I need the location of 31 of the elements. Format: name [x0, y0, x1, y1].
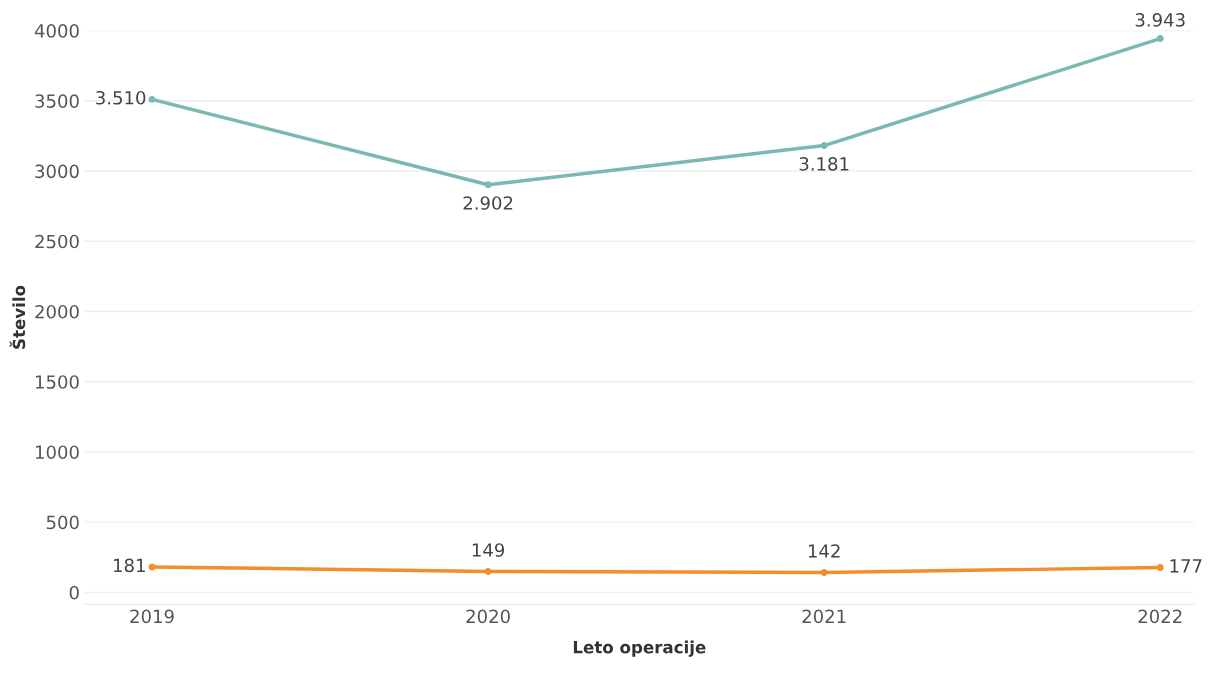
x-tick-label: 2019 — [130, 609, 174, 624]
data-label: 3.510 — [96, 90, 146, 105]
y-tick-label: 4000 — [34, 24, 79, 38]
data-label: 2.902 — [463, 196, 513, 210]
point — [484, 567, 492, 575]
y-tick-label: 500 — [46, 515, 79, 530]
x-tick-label: 2022 — [1138, 609, 1182, 624]
y-tick-label: 3500 — [35, 94, 79, 108]
x-tick-label: 2021 — [802, 609, 846, 624]
point — [484, 181, 492, 189]
data-label: 142 — [808, 544, 840, 558]
data-label: 149 — [472, 543, 505, 557]
y-tick-label: 3000 — [35, 164, 79, 179]
y-tick-label: 1500 — [36, 375, 79, 389]
y-tick-label: 2500 — [35, 234, 79, 249]
point — [1156, 35, 1164, 43]
x-tick-label: 2020 — [466, 609, 510, 624]
y-tick-label: 1000 — [36, 445, 79, 460]
point — [820, 142, 828, 150]
point — [148, 95, 156, 103]
data-label: 177 — [1170, 559, 1202, 573]
y-axis-title: Število — [9, 285, 26, 349]
point — [148, 563, 156, 571]
x-axis-title: Leto operacije — [573, 640, 706, 657]
y-tick-label: 2000 — [35, 304, 79, 319]
y-tick-label: 0 — [69, 585, 79, 600]
point — [820, 568, 828, 576]
point — [1156, 564, 1164, 571]
data-label: 3.181 — [799, 157, 849, 171]
data-label: 3.943 — [1135, 13, 1185, 27]
data-label: 181 — [114, 558, 145, 573]
